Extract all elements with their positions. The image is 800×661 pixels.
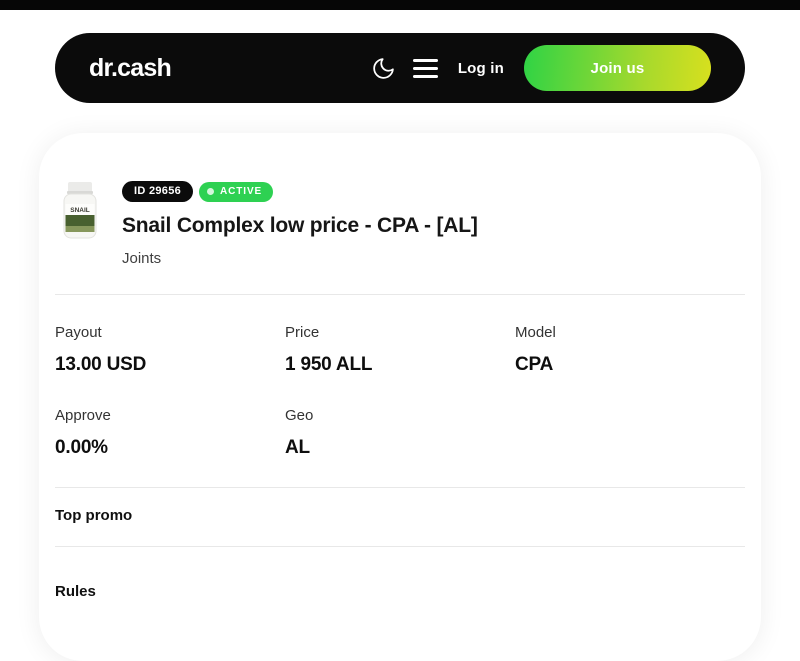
stat-value: AL (285, 436, 310, 458)
stat-approve: Approve 0.00% (55, 407, 285, 460)
section-heading: Top promo (55, 506, 133, 524)
stat-model: Model CPA (515, 324, 745, 377)
section-rules: Rules (55, 547, 745, 621)
offer-category: Joints (122, 250, 162, 268)
top-strip (0, 0, 800, 10)
bottle-label-text: SNAIL (70, 207, 90, 214)
stat-label: Geo (285, 406, 314, 424)
stats-grid: Payout 13.00 USD Price 1 950 ALL Model C… (55, 295, 745, 460)
stat-label: Model (515, 324, 556, 342)
stat-label: Price (285, 324, 320, 342)
moon-icon (373, 57, 395, 79)
section-top-promo: Top promo (55, 488, 745, 547)
status-label: ACTIVE (220, 185, 263, 197)
status-dot-icon (207, 188, 215, 195)
stat-payout: Payout 13.00 USD (55, 324, 285, 377)
hamburger-icon (412, 58, 438, 62)
navbar-actions: Log in Join us (370, 45, 711, 91)
stat-value: 1 950 ALL (285, 354, 373, 376)
stat-price: Price 1 950 ALL (285, 324, 515, 377)
offer-meta: ID 29656 ACTIVE Snail Complex low price … (122, 181, 745, 267)
stat-value: CPA (515, 354, 554, 376)
bottle-label-green-band (65, 215, 95, 226)
section-heading: Rules (55, 583, 96, 601)
offer-title: Snail Complex low price - CPA - [AL] (122, 214, 478, 237)
status-badge: ACTIVE (199, 181, 274, 202)
logo[interactable]: dr.cash (89, 53, 172, 82)
navbar: dr.cash Log in Join us (55, 33, 745, 103)
bottle-cap (68, 182, 92, 193)
divider (55, 294, 745, 296)
divider (55, 486, 745, 488)
offer-id-badge: ID 29656 (122, 181, 194, 202)
login-link[interactable]: Log in (457, 59, 504, 77)
divider (55, 546, 745, 548)
stat-value: 0.00% (55, 436, 108, 458)
stat-label: Payout (55, 324, 102, 342)
theme-toggle-button[interactable] (370, 54, 398, 82)
stat-label: Approve (55, 406, 111, 424)
badges-row: ID 29656 ACTIVE (122, 181, 745, 202)
hamburger-menu-button[interactable] (412, 57, 438, 80)
offer-header: SNAIL ID 29656 ACTIVE Snail Complex low … (55, 181, 745, 267)
join-us-button[interactable]: Join us (524, 45, 711, 91)
offer-card: SNAIL ID 29656 ACTIVE Snail Complex low … (39, 133, 761, 661)
stat-geo: Geo AL (285, 407, 515, 460)
product-image: SNAIL (55, 181, 105, 239)
stat-value: 13.00 USD (55, 354, 147, 376)
